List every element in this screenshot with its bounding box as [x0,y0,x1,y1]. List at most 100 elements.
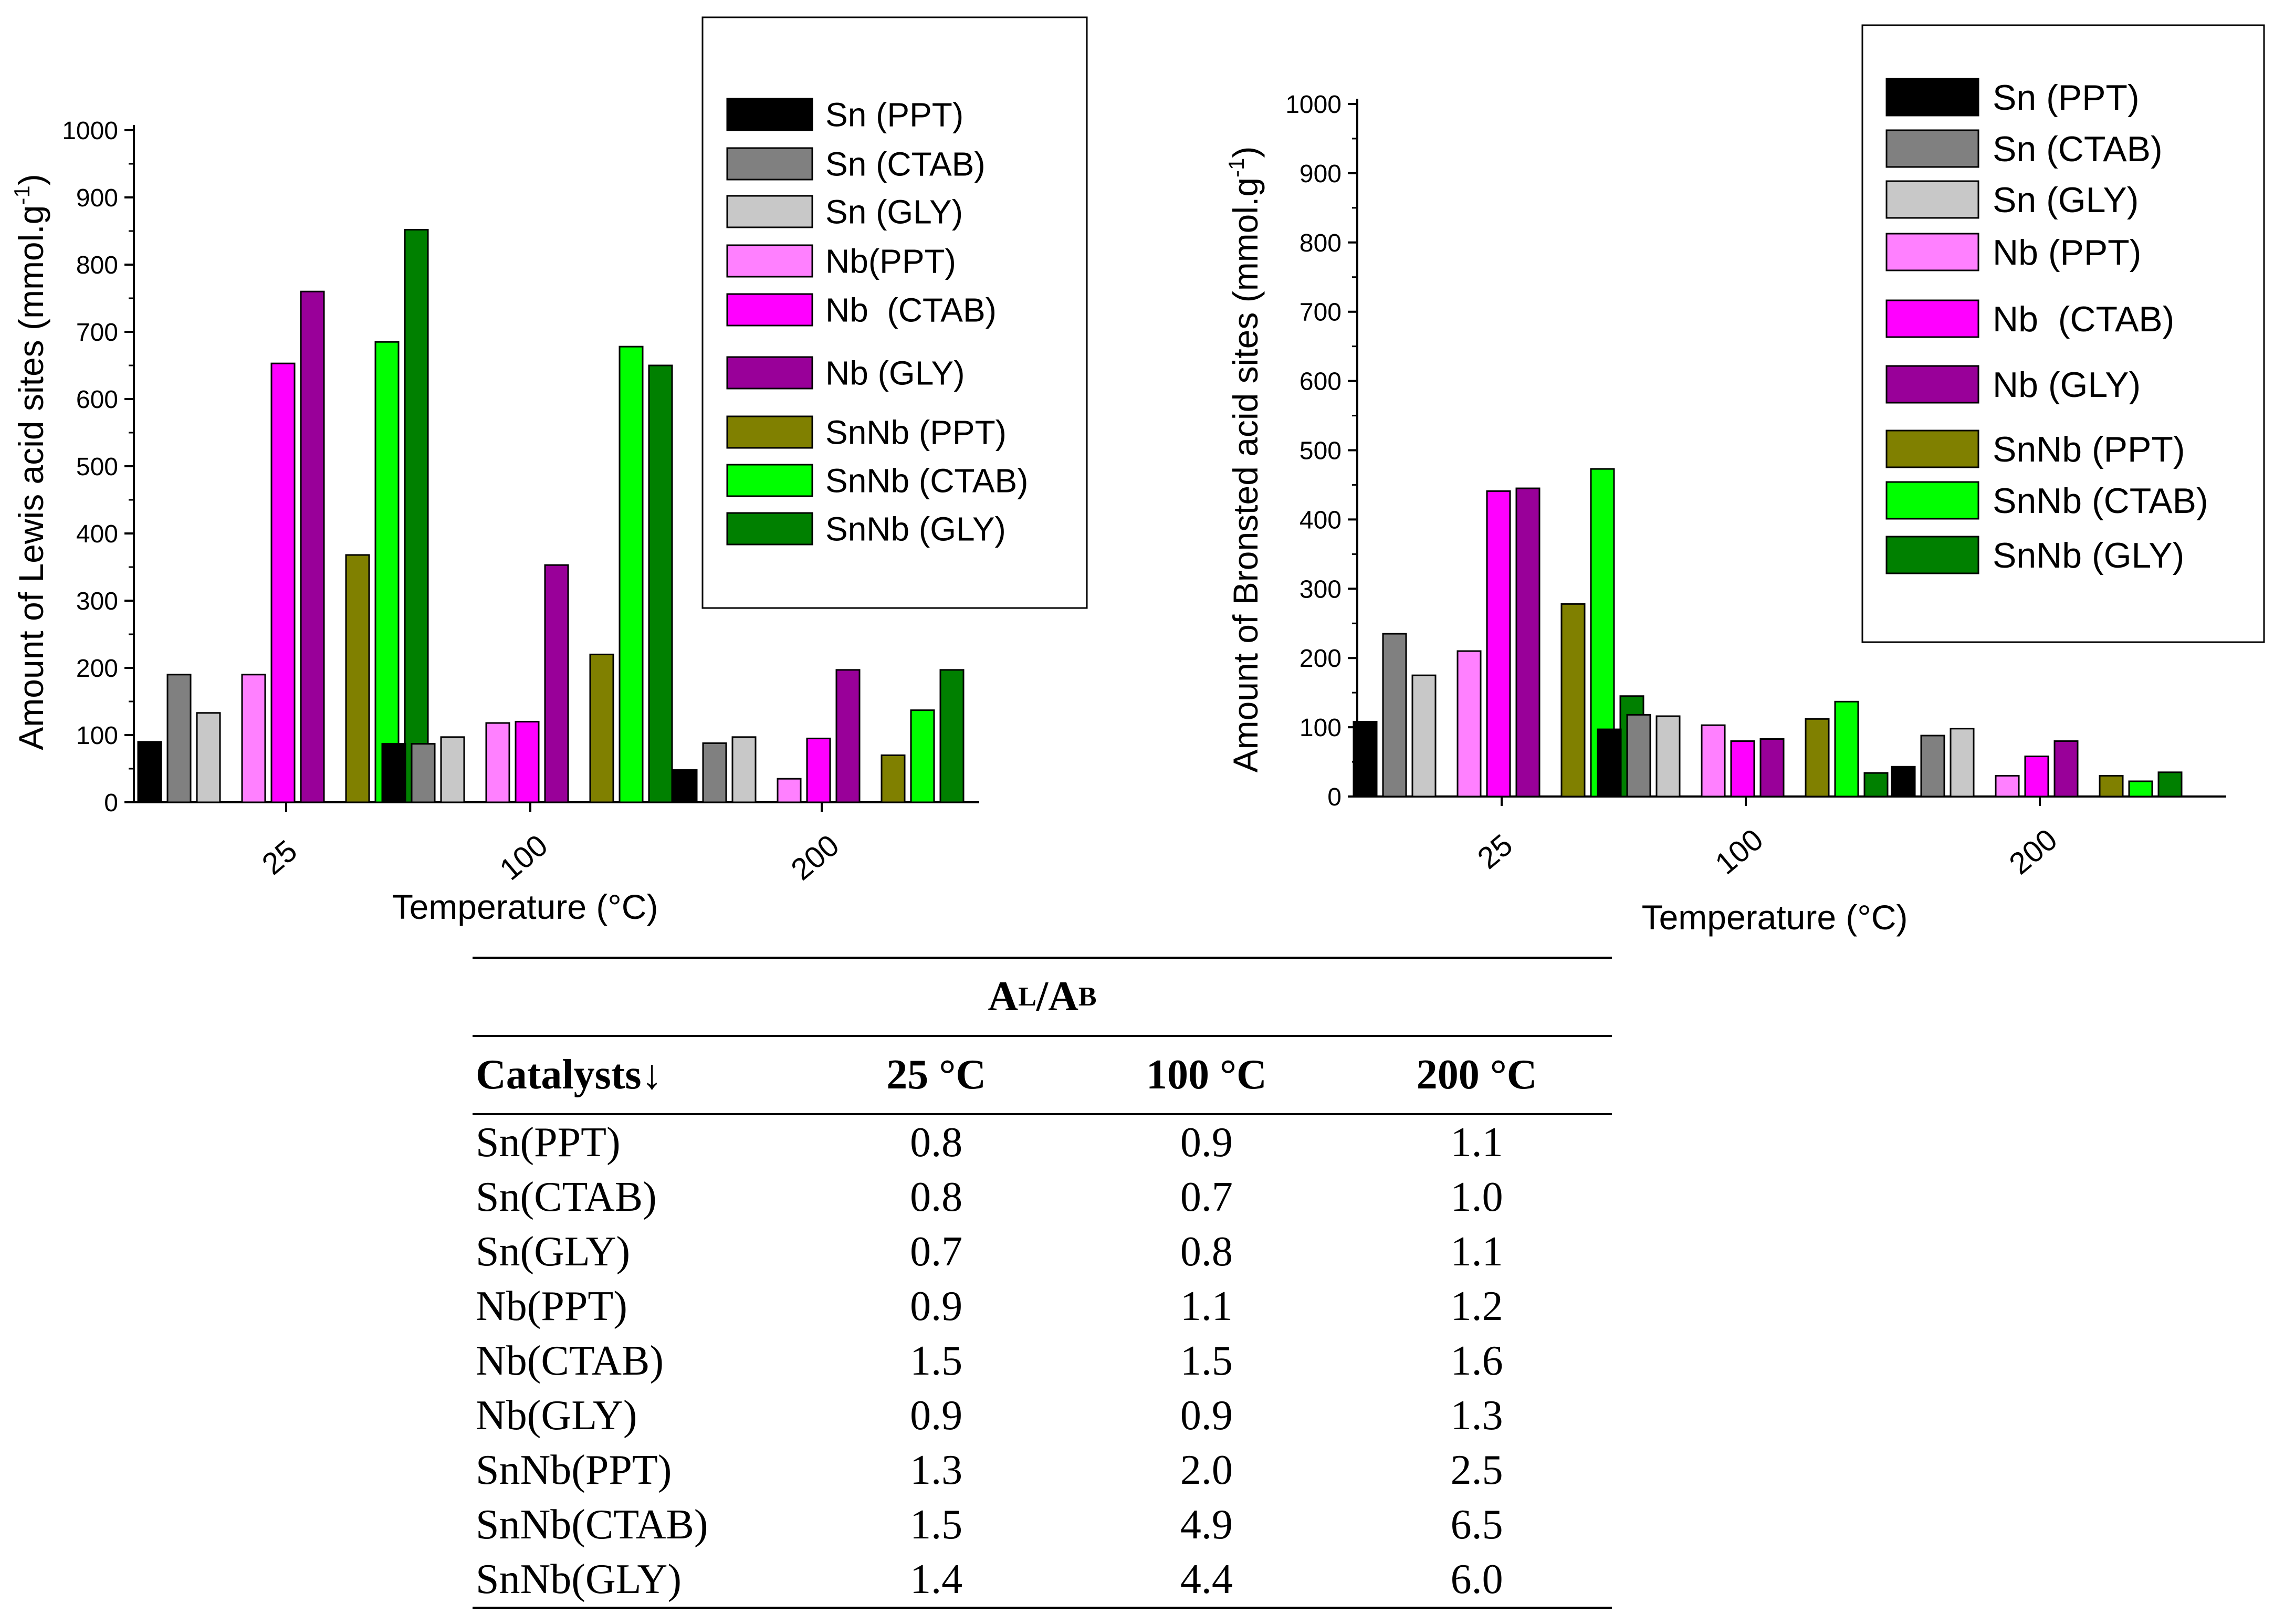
lewis-legend-swatch [726,512,813,546]
table-cell-value: 1.3 [1450,1392,1503,1439]
lewis-y-tick-label: 500 [76,453,118,481]
bronsted-bar-snnb-ppt-200 [2099,774,2124,798]
table-cell-value: 1.2 [1450,1283,1503,1329]
table-cell-value: 2.5 [1450,1447,1503,1493]
bronsted-legend-swatch [1885,429,1979,468]
lewis-x-tick-label: 25 [256,833,303,881]
bronsted-bar-snnb-ppt-100 [1805,718,1830,798]
lewis-bar-nb-ctab-25 [270,362,296,803]
table-cell-value: 0.9 [1180,1119,1233,1166]
bronsted-y-tick-label: 1000 [1285,91,1342,119]
bronsted-legend: Sn (PPT) Sn (CTAB) Sn (GLY) Nb (PPT) Nb (CTA… [1861,24,2265,643]
bronsted-legend-swatch [1885,536,1979,574]
lewis-legend-label: Sn (GLY) [825,193,963,230]
lewis-bar-snnb-gly-100 [648,364,673,803]
table-row: Nb(CTAB) 1.5 1.5 1.6 [473,1334,1612,1388]
lewis-bar-snnb-gly-25 [404,228,429,803]
bronsted-bar-sn-ctab-200 [1920,735,1945,798]
table-cell-value: 1.1 [1450,1228,1503,1275]
lewis-chart: Amount of Lewis acid sites (mmol.g-1) Te… [9,16,1088,926]
bronsted-bar-nb-ppt-25 [1456,650,1482,798]
lewis-bar-nb-ppt-100 [485,722,510,803]
table-cell-value: 4.9 [1180,1501,1233,1548]
lewis-bar-snnb-ctab-100 [619,345,644,803]
table-cell-value: 0.7 [1180,1174,1233,1220]
lewis-bar-sn-ppt-200 [673,769,698,803]
bronsted-legend-label: Nb (PPT) [1993,233,2141,273]
bronsted-bar-sn-ppt-200 [1891,766,1916,798]
lewis-y-tick-label: 0 [104,789,118,817]
bronsted-y-tick-label: 300 [1300,575,1342,603]
bronsted-legend-label: Nb (CTAB) [1993,299,2174,339]
lewis-legend-label: SnNb (CTAB) [825,462,1028,499]
table-cell-value: 0.8 [910,1174,963,1220]
ratio-table: A L/A B Catalysts↓ 25 °C 100 °C 200 °C Sn(… [473,957,1612,1609]
lewis-y-tick-label: 800 [76,252,118,279]
table-cell-value: 0.9 [910,1283,963,1329]
lewis-bar-snnb-ppt-100 [589,653,614,803]
table-row: Sn(CTAB) 0.8 0.7 1.0 [473,1170,1612,1224]
bronsted-bar-nb-ppt-100 [1701,724,1726,798]
header-catalysts: Catalysts↓ [476,1052,663,1098]
bronsted-bar-sn-ctab-25 [1382,633,1407,798]
bronsted-bar-nb-gly-100 [1759,738,1785,798]
lewis-bar-nb-gly-25 [300,290,325,803]
bronsted-bar-nb-ctab-100 [1730,740,1755,798]
bronsted-legend-label: Nb (GLY) [1993,365,2141,405]
table-cell-catalyst: Sn(GLY) [476,1228,631,1275]
table-cell-value: 0.7 [910,1228,963,1275]
lewis-y-tick-label: 600 [76,386,118,414]
lewis-legend-swatch [726,356,813,390]
bronsted-legend-label: Sn (GLY) [1993,180,2139,220]
table-cell-catalyst: Nb(CTAB) [476,1337,664,1384]
lewis-bar-sn-ppt-100 [381,743,406,803]
bronsted-legend-label: SnNb (PPT) [1993,429,2185,469]
bronsted-bar-nb-ctab-25 [1486,490,1511,798]
bronsted-y-tick-label: 800 [1300,229,1342,257]
bronsted-bar-nb-ppt-200 [1995,774,2020,798]
bronsted-legend-label: SnNb (GLY) [1993,536,2184,575]
lewis-legend-label: Nb (CTAB) [825,291,997,329]
table-cell-value: 1.5 [910,1501,963,1548]
bronsted-y-tick-label: 900 [1300,160,1342,188]
lewis-bar-snnb-ppt-25 [345,554,370,803]
lewis-legend-swatch [726,98,813,131]
lewis-bar-sn-gly-100 [440,736,465,803]
bronsted-legend-swatch [1885,180,1979,219]
lewis-bar-nb-gly-200 [835,669,861,803]
table-cell-value: 1.0 [1450,1174,1503,1220]
bronsted-bar-sn-ppt-25 [1353,721,1378,798]
figure-charts: Amount of Lewis acid sites (mmol.g-1) Te… [9,16,2265,937]
lewis-bar-snnb-ppt-200 [881,754,906,803]
lewis-x-axis-label: Temperature (°C) [392,887,658,926]
table-cell-value: 4.4 [1180,1556,1233,1602]
lewis-bar-snnb-ctab-200 [910,709,935,803]
table-cell-catalyst: Sn(CTAB) [476,1174,657,1220]
bronsted-legend-swatch [1885,365,1979,404]
table-row: SnNb(GLY) 1.4 4.4 6.0 [473,1552,1612,1609]
table-cell-value: 1.5 [1180,1337,1233,1384]
bronsted-legend-swatch [1885,129,1979,168]
bronsted-y-axis-label: Amount of Bronsted acid sites (mmol.g-1) [1224,146,1265,773]
table-cell-value: 0.8 [910,1119,963,1166]
table-cell-catalyst: Nb(GLY) [476,1392,637,1439]
bronsted-legend-label: Sn (CTAB) [1993,129,2163,169]
bronsted-y-tick-label: 400 [1300,506,1342,534]
bronsted-x-tick-label: 25 [1471,827,1519,875]
lewis-legend-label: SnNb (GLY) [825,510,1006,548]
table-cell-value: 2.0 [1180,1447,1233,1493]
lewis-legend-swatch [726,293,813,327]
table-title: A L/A B [473,957,1612,1037]
table-cell-value: 0.9 [1180,1392,1233,1439]
lewis-legend-swatch [726,464,813,497]
table-cell-value: 0.8 [1180,1228,1233,1275]
bronsted-y-tick-label: 500 [1300,437,1342,465]
table-cell-catalyst: SnNb(GLY) [476,1556,682,1602]
table-cell-catalyst: SnNb(CTAB) [476,1501,708,1548]
bronsted-x-tick-label: 200 [2003,822,2064,881]
table-body: Sn(PPT) 0.8 0.9 1.1 Sn(CTAB) 0.8 0.7 1.0 Sn(GLY)… [473,1115,1612,1609]
bronsted-bar-sn-ppt-100 [1597,728,1622,798]
lewis-y-tick-label: 1000 [62,117,118,145]
lewis-y-tick-label: 900 [76,184,118,212]
table-cell-catalyst: Nb(PPT) [476,1283,627,1329]
